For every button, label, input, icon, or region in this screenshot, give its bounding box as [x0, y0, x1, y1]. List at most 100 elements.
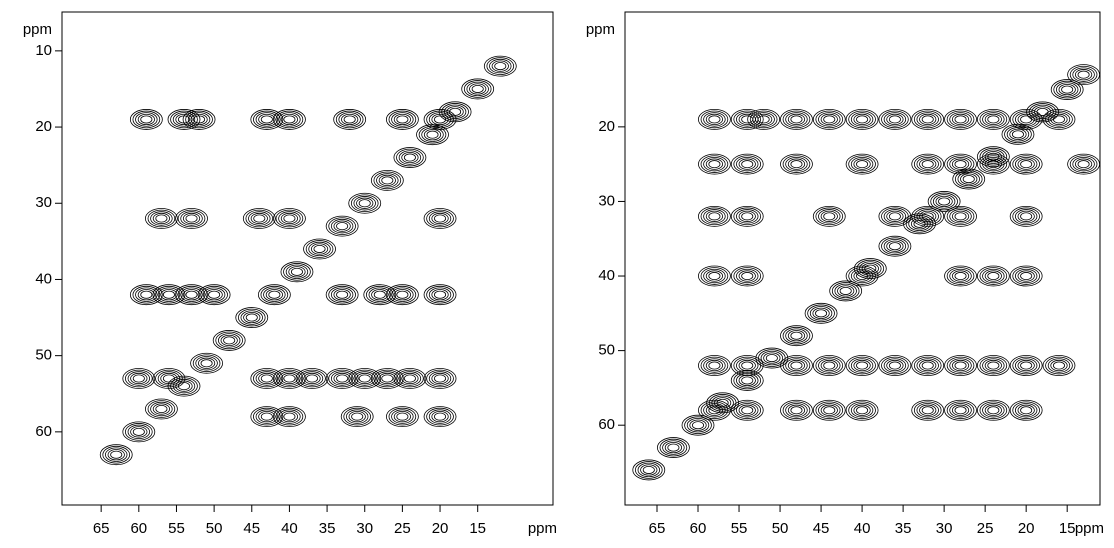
x-tick-label: 40	[854, 520, 871, 537]
contour-line	[175, 380, 193, 392]
contour-line	[692, 421, 705, 430]
contour-line	[443, 104, 467, 120]
contour-line	[278, 371, 301, 386]
contour-line	[1020, 212, 1033, 221]
contour-line	[708, 115, 721, 124]
peak	[944, 153, 977, 175]
contour-line	[393, 368, 427, 389]
contour-line	[809, 306, 833, 321]
peak	[423, 406, 457, 428]
contour-line	[428, 211, 452, 226]
contour-line	[341, 113, 359, 126]
contour-line	[446, 106, 464, 118]
x-tick-label: 15	[1059, 520, 1076, 537]
x-tick-label: 20	[432, 520, 449, 537]
contour-line	[145, 208, 178, 229]
contour-line	[340, 406, 374, 428]
contour-line	[1036, 107, 1049, 116]
contour-line	[137, 113, 155, 126]
contour-line	[910, 218, 929, 230]
contour-line	[428, 409, 452, 424]
contour-line	[373, 290, 386, 299]
peak	[1009, 355, 1043, 376]
contour-line	[848, 401, 876, 420]
contour-line	[815, 110, 844, 129]
contour-line	[946, 267, 975, 285]
contour-line	[812, 307, 830, 319]
peak	[698, 265, 731, 287]
contour-line	[313, 244, 326, 253]
contour-line	[911, 153, 945, 175]
y-tick-label: 30	[35, 194, 52, 211]
contour-line	[140, 115, 153, 124]
contour-line	[102, 445, 131, 464]
contour-line	[1014, 156, 1038, 172]
contour-line	[839, 286, 852, 295]
peak	[878, 355, 912, 376]
contour-line	[954, 361, 967, 370]
contour-line	[850, 112, 874, 127]
contour-line	[137, 289, 155, 301]
contour-line	[741, 272, 754, 281]
contour-line	[253, 369, 281, 388]
contour-line	[398, 150, 422, 165]
contour-line	[1047, 112, 1071, 127]
contour-line	[818, 209, 841, 224]
contour-line	[385, 406, 419, 428]
contour-line	[911, 205, 945, 227]
contour-line	[780, 325, 813, 347]
contour-line	[703, 358, 726, 373]
contour-line	[273, 368, 306, 389]
peak	[175, 208, 208, 229]
contour-line	[705, 158, 724, 170]
contour-line	[951, 113, 970, 126]
contour-line	[393, 289, 411, 301]
contour-line	[333, 289, 351, 301]
peak	[944, 399, 977, 421]
contour-line	[333, 372, 351, 385]
peak	[438, 101, 472, 123]
peak	[976, 265, 1010, 287]
contour-line	[818, 112, 841, 127]
contour-line	[949, 403, 972, 418]
contour-line	[325, 284, 359, 306]
contour-line	[1009, 205, 1043, 227]
contour-line	[807, 304, 835, 323]
contour-line	[823, 361, 836, 370]
contour-line	[250, 109, 284, 130]
contour-line	[260, 374, 273, 383]
contour-line	[243, 311, 261, 324]
contour-line	[888, 115, 901, 124]
contour-line	[396, 412, 409, 421]
contour-line	[263, 287, 286, 302]
contour-line	[984, 113, 1002, 126]
contour-line	[716, 398, 729, 407]
contour-line	[125, 423, 153, 441]
contour-line	[253, 407, 281, 426]
contour-line	[820, 404, 838, 416]
contour-line	[1017, 113, 1035, 126]
peak	[845, 153, 879, 175]
contour-line	[200, 359, 213, 368]
contour-line	[336, 222, 349, 231]
contour-line	[982, 358, 1005, 373]
contour-line	[1009, 128, 1027, 140]
contour-line	[330, 218, 354, 234]
peak	[812, 355, 846, 376]
contour-line	[1042, 355, 1076, 376]
contour-line	[463, 80, 492, 98]
contour-line	[782, 110, 811, 129]
contour-line	[351, 412, 364, 421]
contour-line	[167, 109, 201, 130]
contour-line	[698, 399, 731, 421]
contour-line	[888, 361, 901, 370]
contour-line	[240, 310, 263, 325]
contour-line	[182, 289, 201, 301]
contour-line	[378, 372, 396, 385]
contour-line	[886, 113, 904, 126]
peak	[393, 147, 427, 168]
peak	[845, 109, 879, 130]
peak	[416, 124, 449, 146]
peak	[190, 352, 223, 374]
contour-line	[353, 371, 376, 386]
